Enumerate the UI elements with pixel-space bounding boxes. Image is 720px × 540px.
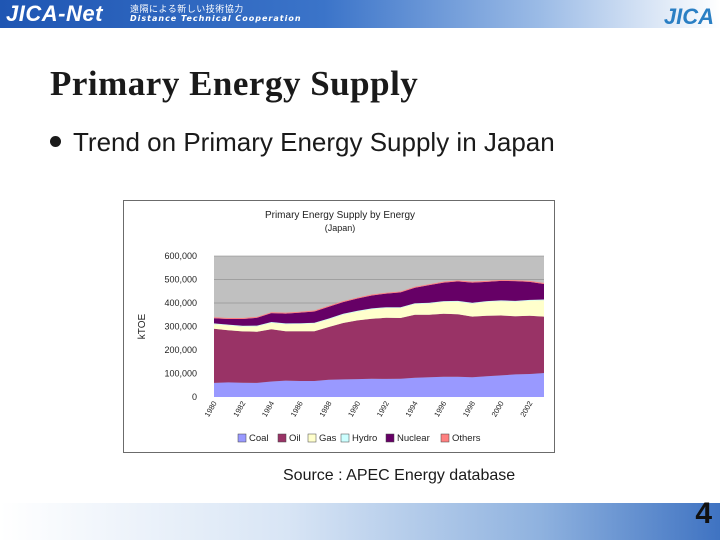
x-tick-label: 1992 <box>375 400 391 419</box>
chart-frame: Primary Energy Supply by Energy (Japan) 0 1… <box>123 200 555 453</box>
x-tick-label: 1988 <box>317 400 333 419</box>
x-tick-label: 1994 <box>403 400 419 419</box>
legend-label-coal: Coal <box>249 433 269 444</box>
y-tick-label: 600,000 <box>164 251 197 261</box>
area-series-nuclear <box>214 280 544 326</box>
bullet-icon <box>50 136 61 147</box>
area-series-coal <box>214 373 544 397</box>
x-tick-label: 1998 <box>461 400 477 419</box>
jica-net-logo: JICA-Net <box>6 1 103 26</box>
legend-label-hydro: Hydro <box>352 433 377 444</box>
legend-swatch-others <box>440 433 450 443</box>
logo-japanese-tagline: 遠隔による新しい技術協力 <box>130 5 244 15</box>
jica-brand-logo: JICA <box>663 4 714 29</box>
y-tick-label: 0 <box>192 392 197 402</box>
bullet-text: Trend on Primary Energy Supply in Japan <box>73 127 555 157</box>
legend-label-oil: Oil <box>289 433 301 444</box>
legend-swatch-oil <box>277 433 287 443</box>
legend-label-gas: Gas <box>319 433 337 444</box>
legend-label-nuclear: Nuclear <box>397 433 430 444</box>
x-tick-label: 1996 <box>432 400 448 419</box>
y-tick-label: 200,000 <box>164 345 197 355</box>
legend-swatch-nuclear <box>385 433 395 443</box>
chart-subtitle: (Japan) <box>325 223 356 233</box>
y-tick-label: 400,000 <box>164 298 197 308</box>
x-tick-label: 1982 <box>231 400 247 419</box>
y-axis-label: kTOE <box>137 313 148 339</box>
y-tick-label: 100,000 <box>164 369 197 379</box>
legend-swatch-coal <box>237 433 247 443</box>
x-tick-label: 1990 <box>346 400 362 419</box>
y-tick-label: 500,000 <box>164 275 197 285</box>
slide-title: Primary Energy Supply <box>50 64 419 103</box>
area-series-oil <box>214 313 544 383</box>
energy-supply-chart: Primary Energy Supply by Energy(Japan)01… <box>137 210 544 444</box>
chart-title: Primary Energy Supply by Energy <box>265 210 415 221</box>
logo-tagline: Distance Technical Cooperation <box>130 14 302 23</box>
x-tick-label: 2002 <box>518 400 534 419</box>
x-tick-label: 1984 <box>260 400 276 419</box>
header-banner: JICA-Net 遠隔による新しい技術協力 Distance Technical… <box>0 0 720 28</box>
x-tick-label: 1980 <box>203 400 219 419</box>
page-number: 4 <box>695 497 712 530</box>
source-note: Source : APEC Energy database <box>283 467 516 484</box>
y-tick-label: 300,000 <box>164 322 197 332</box>
x-tick-label: 1986 <box>289 400 305 419</box>
area-series-gas <box>214 300 544 332</box>
x-tick-label: 2000 <box>490 400 506 419</box>
footer-bar <box>0 503 720 540</box>
legend-label-others: Others <box>452 433 481 444</box>
legend-swatch-hydro <box>340 433 350 443</box>
legend-swatch-gas <box>307 433 317 443</box>
